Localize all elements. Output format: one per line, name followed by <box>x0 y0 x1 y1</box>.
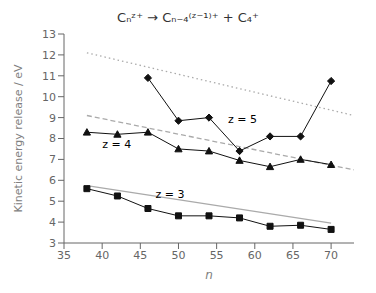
svg-text:10: 10 <box>42 91 56 104</box>
svg-text:z = 3: z = 3 <box>156 188 185 201</box>
svg-text:8: 8 <box>49 132 56 145</box>
svg-text:z = 5: z = 5 <box>228 113 257 126</box>
svg-text:9: 9 <box>49 112 56 125</box>
svg-text:40: 40 <box>95 249 109 262</box>
svg-text:6: 6 <box>49 174 56 187</box>
svg-text:Kinetic energy release / eV: Kinetic energy release / eV <box>12 64 25 212</box>
svg-text:3: 3 <box>49 237 56 250</box>
svg-text:35: 35 <box>57 249 71 262</box>
svg-text:60: 60 <box>248 249 262 262</box>
svg-text:7: 7 <box>49 153 56 166</box>
svg-text:4: 4 <box>49 216 56 229</box>
svg-text:55: 55 <box>210 249 224 262</box>
svg-text:5: 5 <box>49 195 56 208</box>
svg-text:n: n <box>205 268 213 282</box>
html-text:Cₙᶻ⁺ → Cₙ₋₄⁽ᶻ⁻¹⁾⁺ + C₄⁺: Cₙᶻ⁺ → Cₙ₋₄⁽ᶻ⁻¹⁾⁺ + C₄⁺ <box>117 10 259 25</box>
svg-text:z = 4: z = 4 <box>102 138 131 151</box>
svg-text:11: 11 <box>42 70 56 83</box>
svg-text:45: 45 <box>133 249 147 262</box>
svg-text:12: 12 <box>42 49 56 62</box>
svg-text:65: 65 <box>286 249 300 262</box>
svg-text:13: 13 <box>42 28 56 41</box>
svg-text:50: 50 <box>171 249 185 262</box>
svg-text:70: 70 <box>324 249 338 262</box>
